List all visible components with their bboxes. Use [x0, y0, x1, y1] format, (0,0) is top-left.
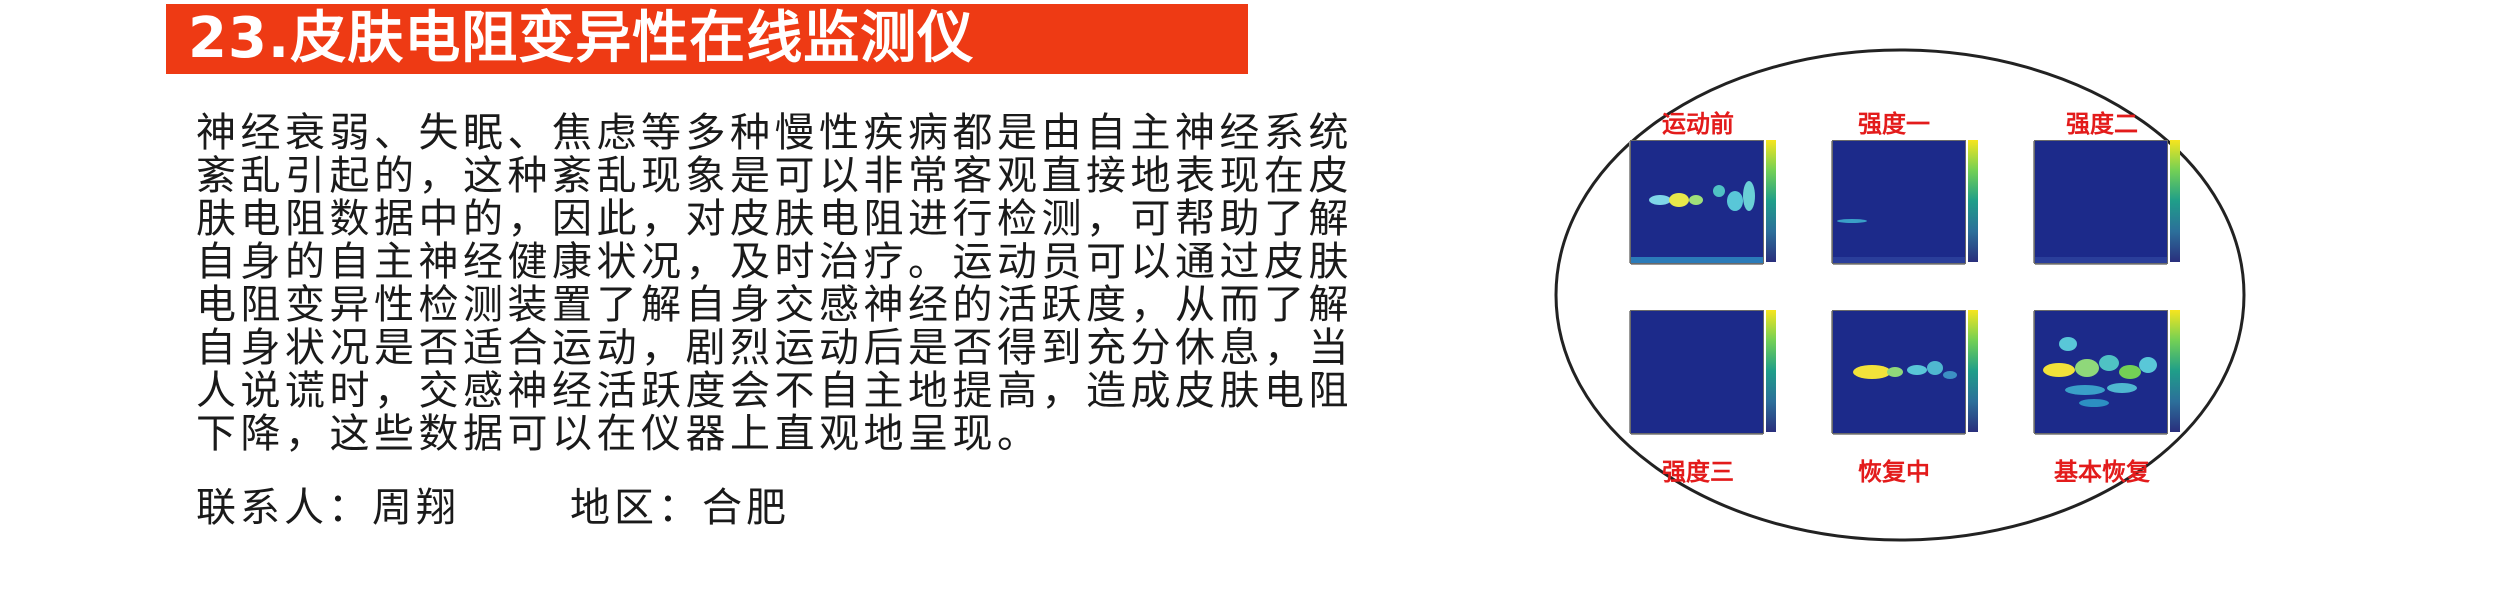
contact-region: 地区：合肥 [570, 485, 790, 531]
page-title: 23.皮肤电阻变异性在线监测仪 [188, 6, 975, 71]
colorbar [1766, 140, 1776, 262]
colorbar [1766, 310, 1776, 432]
body-line: 自身状况是否适合运动，剧烈运动后是否得到充分休息，当 [196, 325, 1353, 371]
body-line: 紊乱引起的，这种紊乱现象是可以非常客观直接地表现在皮 [196, 153, 1353, 199]
body-line: 肤电阻数据中的，因此，对皮肤电阻进行检测，可帮助了解 [196, 196, 1353, 242]
panel-label-before-exercise: 运动前 [1662, 110, 1734, 138]
colorbar [1968, 140, 1978, 262]
spectrogram-plot [1629, 140, 1764, 265]
spectrogram-plot [2033, 140, 2168, 265]
colorbar [2170, 140, 2180, 262]
spectrogram-plot [1831, 140, 1966, 265]
spectrogram-plot [2033, 310, 2168, 435]
colorbar [2170, 310, 2180, 432]
title-banner [166, 4, 1248, 74]
colorbar [1968, 310, 1978, 432]
contact-info: 联系人：周翔 地区：合肥 [196, 487, 790, 530]
description-text: 神经衰弱、失眠、焦虑等多种慢性疾病都是由自主神经系统 紊乱引起的，这种紊乱现象是… [196, 112, 1526, 456]
spectrogram-plot [1831, 310, 1966, 435]
spectrogram-plot [1629, 310, 1764, 435]
contact-person: 联系人：周翔 [196, 485, 460, 531]
panel-label-recovering: 恢复中 [1858, 458, 1930, 486]
body-line: 神经衰弱、失眠、焦虑等多种慢性疾病都是由自主神经系统 [196, 110, 1353, 156]
panel-label-mostly-recovered: 基本恢复 [2054, 458, 2150, 486]
panel-label-intensity-2: 强度二 [2066, 110, 2138, 138]
panel-label-intensity-3: 强度三 [1662, 458, 1734, 486]
body-line: 人说谎时，交感神经活跃度会不自主地提高，造成皮肤电阻 [196, 368, 1353, 414]
body-line: 电阻变异性检测装置了解自身交感神经的活跃度，从而了解 [196, 282, 1353, 328]
panel-label-intensity-1: 强度一 [1858, 110, 1930, 138]
body-line: 下降，这些数据可以在仪器上直观地呈现。 [196, 411, 1042, 457]
body-line: 自身的自主神经健康状况，及时治疗。运动员可以通过皮肤 [196, 239, 1353, 285]
